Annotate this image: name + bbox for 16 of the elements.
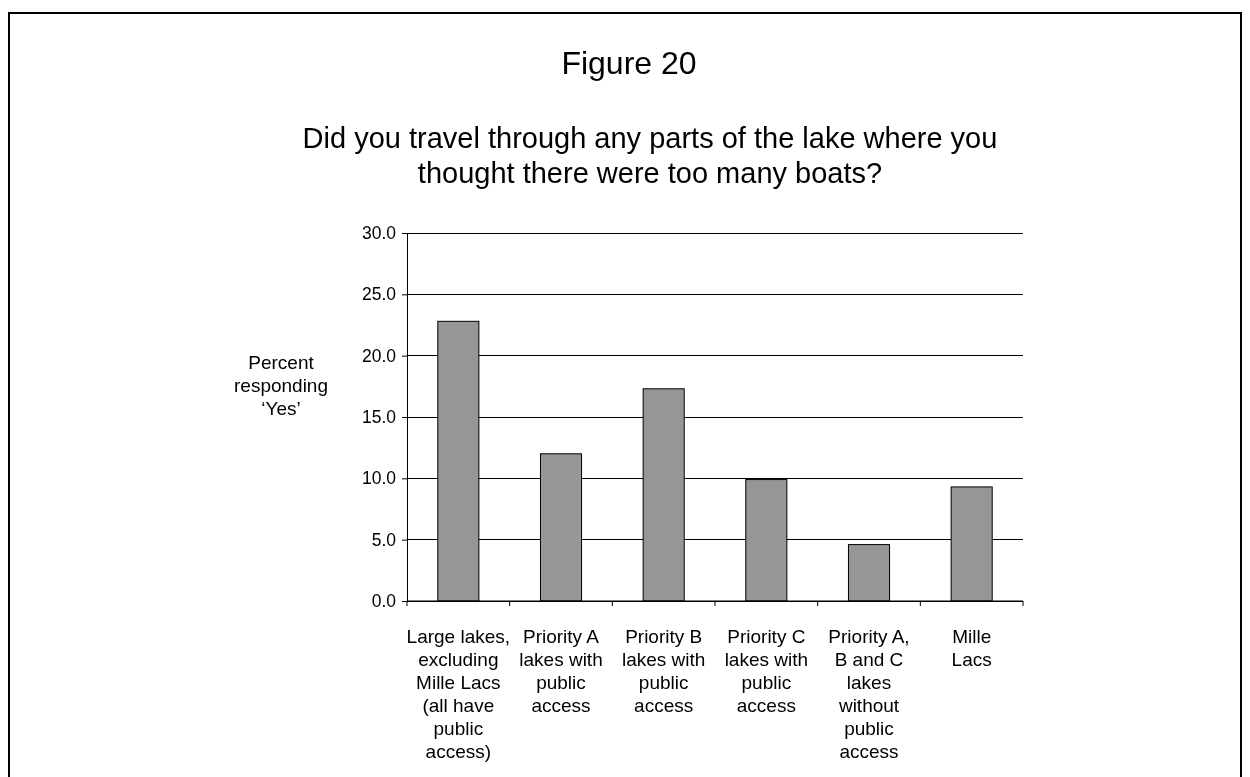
y-tick-label: 25.0 — [361, 284, 397, 305]
x-tick-label: Priority A, B and C lakes without public access — [828, 626, 910, 762]
y-axis-title: Percent responding ‘Yes’ — [233, 352, 329, 419]
x-tick-label: Priority A lakes with public access — [519, 626, 603, 716]
y-tick-label: 5.0 — [371, 529, 397, 550]
chart-subtitle: Did you travel through any parts of the lake where you thought there were too many boats? — [302, 122, 998, 189]
x-tick-label: Priority C lakes with public access — [724, 626, 809, 716]
y-tick-label: 10.0 — [361, 468, 397, 489]
x-tick-label: Large lakes, excluding Mille Lacs (all have public access) — [406, 626, 511, 762]
x-tick-label: Priority B lakes with public access — [621, 626, 706, 716]
y-tick-label: 20.0 — [361, 345, 397, 366]
x-tick-label: Mille Lacs — [951, 626, 992, 670]
y-tick-label: 0.0 — [371, 591, 397, 612]
y-tick-label: 15.0 — [361, 407, 397, 428]
chart-title: Figure 20 — [561, 45, 697, 81]
y-tick-label: 30.0 — [361, 223, 397, 244]
